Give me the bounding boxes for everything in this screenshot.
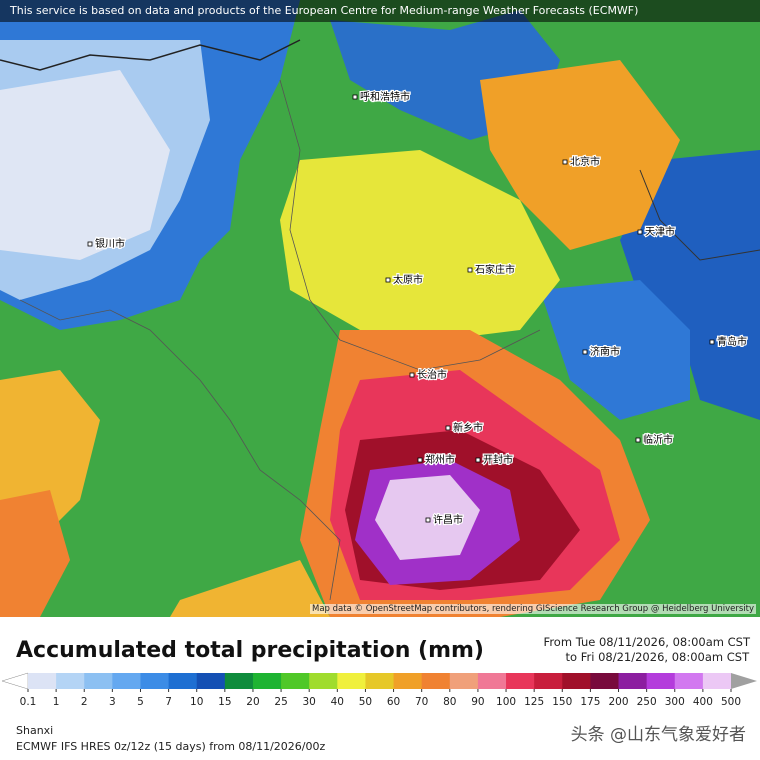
- city-dot: [475, 457, 481, 463]
- city-label: 临沂市: [643, 433, 673, 446]
- date-range: From Tue 08/11/2026, 08:00am CST to Fri …: [544, 635, 750, 665]
- color-bar: 0.1 1 2 3 5 7 10 15 20 25 30 40 50 60 70 80 90 100 125 150 1…: [1, 672, 757, 708]
- color-bar-label: 10: [190, 696, 203, 708]
- city-dot: [87, 241, 93, 247]
- color-bar-segment: [393, 673, 423, 689]
- city-label: 许昌市: [433, 513, 463, 526]
- color-bar-segment: [365, 673, 395, 689]
- color-bar-label: 0.1: [20, 696, 37, 708]
- city-label: 银川市: [95, 237, 125, 250]
- color-bar-segment: [590, 673, 620, 689]
- city-dot: [467, 267, 473, 273]
- color-bar-label: 15: [218, 696, 231, 708]
- color-bar-label: 500: [721, 696, 741, 708]
- color-bar-label: 100: [496, 696, 516, 708]
- color-bar-segment: [534, 673, 563, 689]
- city-dot: [445, 425, 451, 431]
- city-label: 天津市: [645, 225, 675, 238]
- color-bar-label: 90: [471, 696, 484, 708]
- color-bar-label: 7: [165, 696, 172, 708]
- color-bar-segment: [28, 673, 57, 689]
- city-label: 青岛市: [717, 335, 747, 348]
- model-info: ECMWF IFS HRES 0z/12z (15 days) from 08/…: [16, 740, 326, 753]
- color-bar-label: 175: [580, 696, 600, 708]
- color-bar-left-end: [1, 672, 29, 690]
- region: Shanxi: [16, 724, 54, 737]
- color-bar-label: 1: [53, 696, 60, 708]
- watermark: 头条 @山东气象爱好者: [570, 725, 746, 745]
- color-bar-label: 25: [274, 696, 287, 708]
- color-bar-segment: [674, 673, 704, 689]
- color-bar-segment: [646, 673, 676, 689]
- color-bar-segment: [477, 673, 507, 689]
- color-bar-segment: [140, 673, 170, 689]
- color-bar-label: 200: [608, 696, 628, 708]
- color-bar-segment: [449, 673, 479, 689]
- city-dot: [582, 349, 588, 355]
- date-to: to Fri 08/21/2026, 08:00am CST: [565, 650, 750, 664]
- color-bar-segment: [337, 673, 366, 689]
- city-dot: [352, 94, 358, 100]
- color-bar-segment: [196, 673, 226, 689]
- city-dot: [409, 372, 415, 378]
- color-bar-label: 250: [637, 696, 657, 708]
- color-bar-segment: [281, 673, 310, 689]
- color-bar-label: 80: [443, 696, 456, 708]
- map-attribution: Map data © OpenStreetMap contributors, r…: [310, 604, 756, 614]
- city-dot: [425, 517, 431, 523]
- city-dot: [635, 437, 641, 443]
- banner: This service is based on data and produc…: [0, 0, 760, 22]
- color-bar-label: 50: [359, 696, 372, 708]
- color-bar-segment: [168, 673, 198, 689]
- color-bar-segment: [618, 673, 648, 689]
- date-from: From Tue 08/11/2026, 08:00am CST: [543, 635, 750, 649]
- color-bar-segment: [224, 673, 254, 689]
- city-label: 开封市: [483, 453, 513, 466]
- city-dot: [637, 229, 643, 235]
- color-bar-right-end: [731, 673, 757, 689]
- city-label: 长治市: [417, 368, 447, 381]
- city-label: 石家庄市: [475, 263, 515, 276]
- color-bar-label: 400: [693, 696, 713, 708]
- color-bar-segment: [562, 673, 591, 689]
- color-bar-label: 40: [331, 696, 344, 708]
- city-label: 北京市: [570, 155, 600, 168]
- color-bar-label: 20: [246, 696, 259, 708]
- color-bar-segment: [56, 673, 85, 689]
- color-bar-label: 3: [109, 696, 116, 708]
- color-bar-label: 30: [303, 696, 316, 708]
- city-dot: [562, 159, 568, 165]
- color-bar-label: 2: [81, 696, 88, 708]
- color-bar-segment: [112, 673, 141, 689]
- color-bar-segment: [421, 673, 451, 689]
- color-bar-segment: [702, 673, 732, 689]
- city-label: 太原市: [393, 273, 423, 286]
- title: Accumulated total precipitation (mm): [16, 638, 484, 663]
- city-dot: [385, 277, 391, 283]
- color-bar-segment: [84, 673, 113, 689]
- city-label: 济南市: [590, 345, 620, 358]
- city-dot: [417, 457, 423, 463]
- color-bar-segment: [252, 673, 282, 689]
- color-bar-label: 300: [665, 696, 685, 708]
- color-bar-label: 125: [524, 696, 544, 708]
- color-bar-label: 70: [415, 696, 428, 708]
- color-bar-label: 60: [387, 696, 400, 708]
- city-label: 新乡市: [453, 421, 483, 434]
- color-bar-label: 150: [552, 696, 572, 708]
- color-bar-segment: [309, 673, 338, 689]
- city-label: 郑州市: [425, 453, 455, 466]
- city-dot: [709, 339, 715, 345]
- color-bar-segment: [506, 673, 535, 689]
- city-label: 呼和浩特市: [360, 90, 410, 103]
- color-bar-label: 5: [137, 696, 144, 708]
